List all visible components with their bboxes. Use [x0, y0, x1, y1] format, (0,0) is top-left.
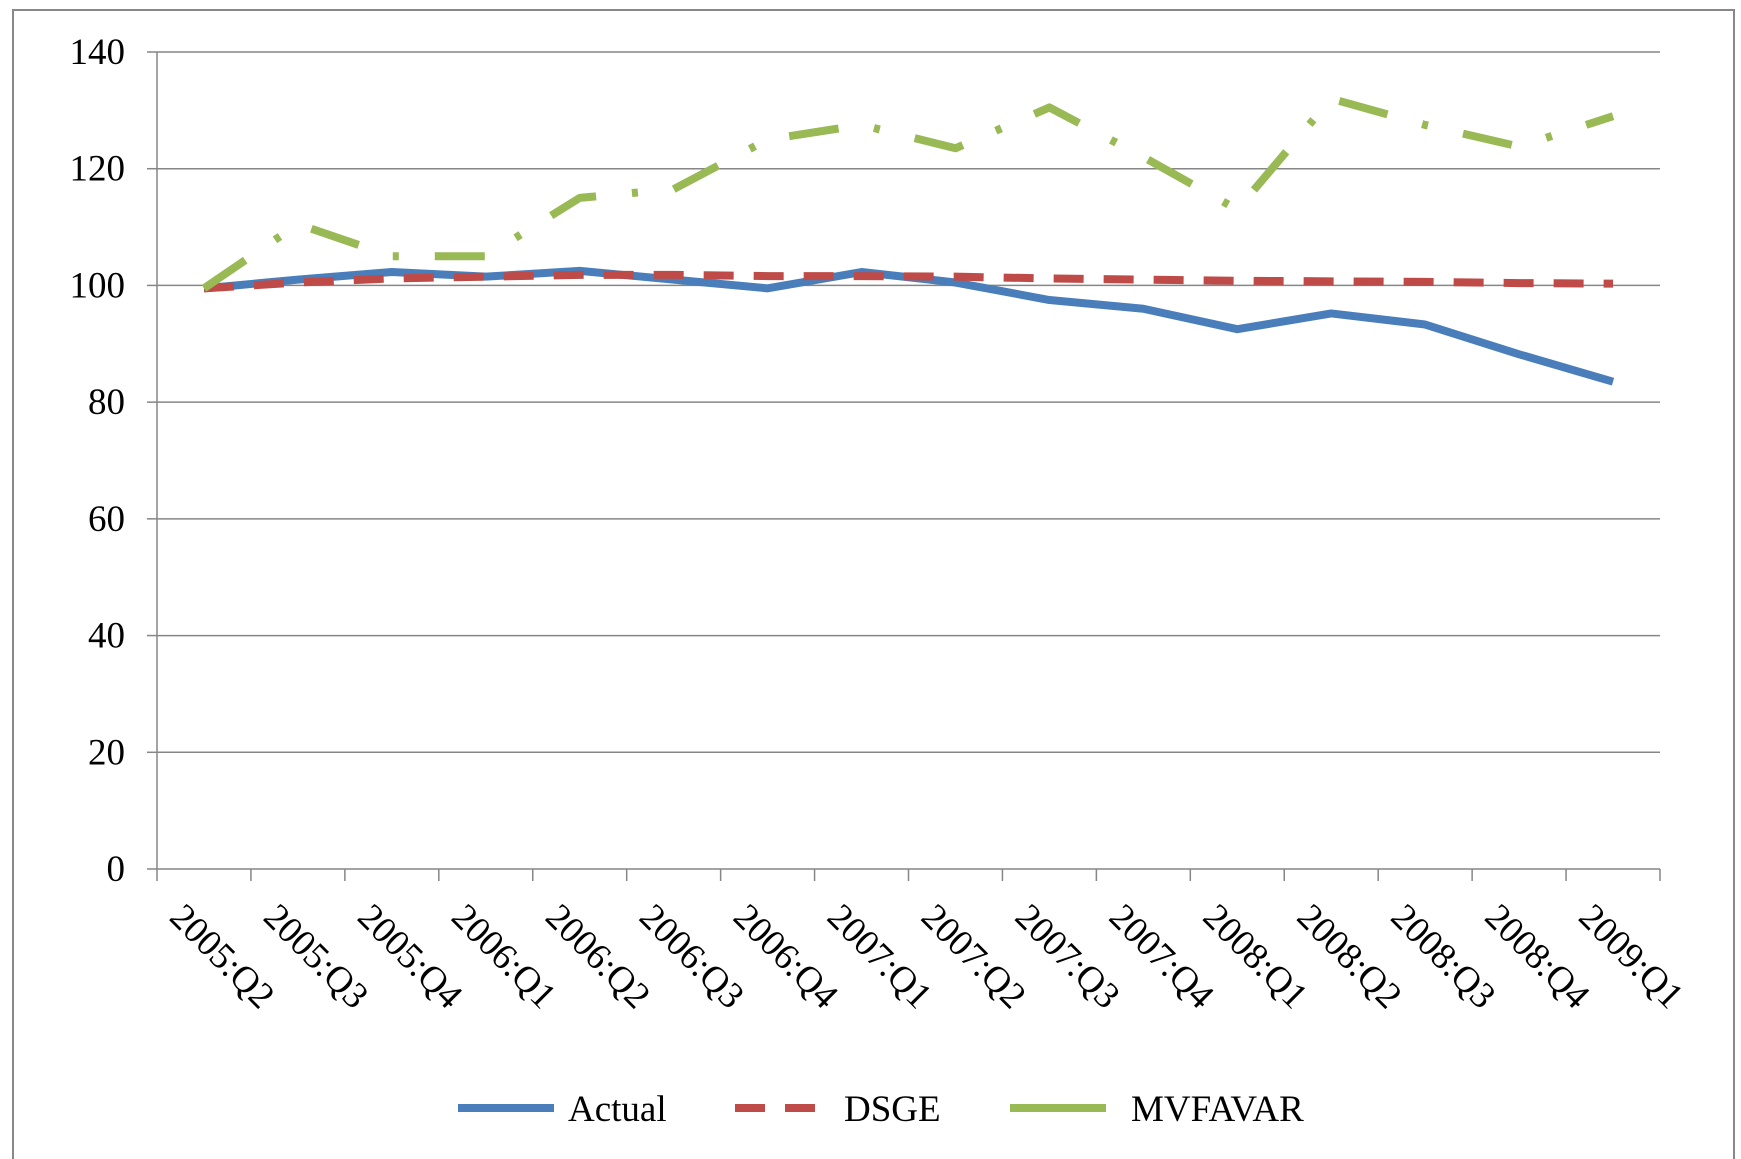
x-tick-label: 2006:Q1	[443, 896, 564, 1017]
x-tick-label: 2006:Q3	[631, 896, 752, 1017]
x-tick-label: 2007:Q1	[819, 896, 940, 1017]
x-tick-label: 2007:Q3	[1007, 896, 1128, 1017]
y-tick-label: 80	[88, 382, 125, 423]
x-tick-label: 2005:Q2	[162, 896, 283, 1017]
y-tick-label: 120	[70, 149, 126, 190]
legend-label: DSGE	[844, 1089, 941, 1130]
x-tick-label: 2005:Q4	[349, 896, 470, 1017]
series-line	[203, 266, 1615, 386]
y-tick-label: 0	[107, 849, 126, 890]
series-line	[201, 94, 1615, 292]
x-tick-label: 2008:Q4	[1477, 896, 1598, 1017]
x-tick-label: 2005:Q3	[256, 896, 377, 1017]
series-line	[203, 270, 1614, 293]
x-tick-label: 2008:Q3	[1383, 896, 1504, 1017]
y-tick-label: 100	[70, 265, 126, 306]
frame	[12, 9, 1735, 1159]
x-tick-label: 2006:Q2	[537, 896, 658, 1017]
x-tick-label: 2007:Q2	[913, 896, 1034, 1017]
x-tick-label: 2008:Q2	[1289, 896, 1410, 1017]
y-tick-label: 140	[70, 32, 126, 73]
legend-label: Actual	[568, 1089, 667, 1130]
x-tick-label: 2006:Q4	[725, 896, 846, 1017]
x-tick-label: 2007:Q4	[1101, 896, 1222, 1017]
x-tick-label: 2009:Q1	[1571, 896, 1692, 1017]
y-tick-label: 20	[88, 732, 125, 773]
y-tick-label: 40	[88, 616, 125, 657]
x-tick-label: 2008:Q1	[1195, 896, 1316, 1017]
y-tick-label: 60	[88, 499, 125, 540]
legend-label: MVFAVAR	[1131, 1089, 1304, 1130]
